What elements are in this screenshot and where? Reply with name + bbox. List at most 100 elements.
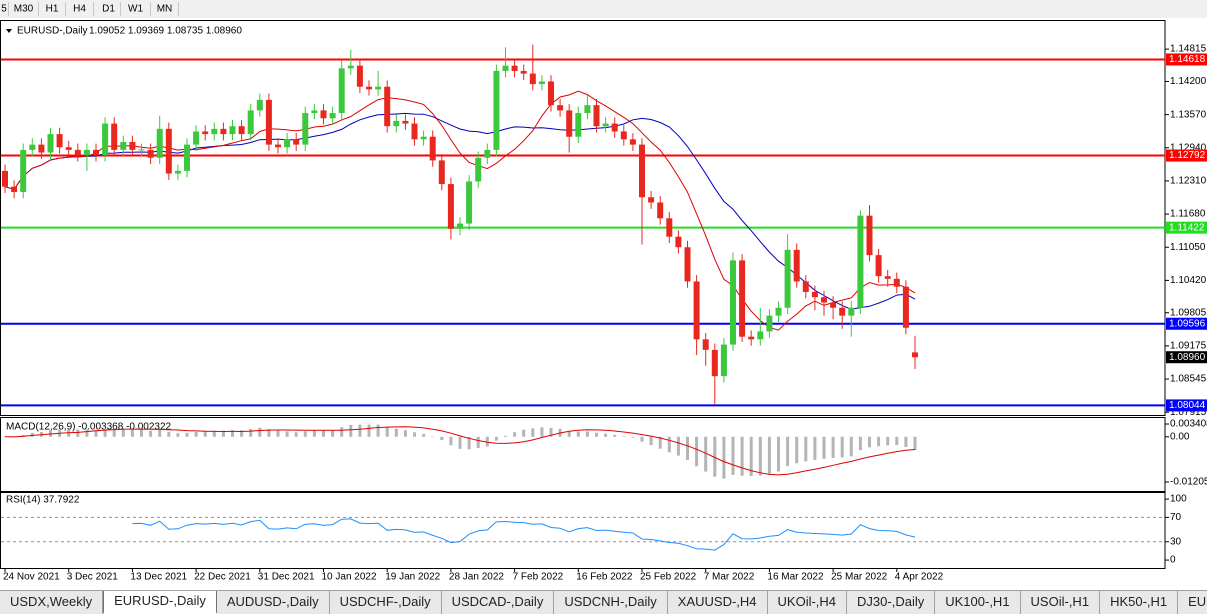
candle-body xyxy=(775,307,782,316)
candle-body xyxy=(111,123,118,150)
candle-body xyxy=(275,144,281,148)
y-tick-label: 1.13570 xyxy=(1170,109,1207,120)
macd-bar xyxy=(740,436,744,476)
macd-bar xyxy=(349,424,353,437)
y-tick-label: 1.10420 xyxy=(1170,275,1207,286)
macd-bar xyxy=(322,430,325,437)
timeframe-button[interactable]: H1 xyxy=(46,4,59,15)
candle-body xyxy=(429,136,436,161)
chart-tab[interactable]: AUDUSD-,Daily xyxy=(217,591,330,614)
chart-tab[interactable]: HK50-,H1 xyxy=(1100,591,1179,614)
date-label: 4 Apr 2022 xyxy=(895,572,944,583)
macd-bar xyxy=(513,432,517,437)
candle-body xyxy=(93,149,99,156)
chart-tab[interactable]: EU xyxy=(1178,591,1207,614)
chart-tab[interactable]: USDX,Weekly xyxy=(0,591,104,614)
level-label-bg xyxy=(1166,221,1207,234)
chart-tab[interactable]: DJ30-,Daily xyxy=(847,591,936,614)
macd-bar xyxy=(494,436,498,441)
macd-bar xyxy=(140,429,143,437)
timeframe-button[interactable]: MN xyxy=(157,4,173,15)
timeframe-button[interactable]: W1 xyxy=(128,4,143,15)
chart-tab[interactable]: USDCHF-,Daily xyxy=(330,591,442,614)
candle-body xyxy=(484,149,491,158)
date-label: 7 Mar 2022 xyxy=(704,572,755,583)
timeframe-button[interactable]: D1 xyxy=(102,4,115,15)
chart-tab[interactable]: USDCNH-,Daily xyxy=(554,591,668,614)
chart-tab[interactable]: UK100-,H1 xyxy=(935,591,1021,614)
candle-body xyxy=(220,128,227,135)
macd-bar xyxy=(112,428,116,437)
chart-tab[interactable]: USOil-,H1 xyxy=(1021,591,1101,614)
y-tick-label: 1.11050 xyxy=(1170,242,1206,253)
timeframe-button[interactable]: 5 xyxy=(1,4,7,15)
macd-bar xyxy=(540,427,544,437)
macd-bar xyxy=(385,426,389,437)
candle-body xyxy=(2,170,8,187)
macd-title: MACD(12,26,9) -0.003368 -0.002322 xyxy=(6,422,172,433)
y-tick-label: 1.09175 xyxy=(1170,341,1207,352)
candle-body xyxy=(411,123,418,140)
candle-body xyxy=(11,186,18,192)
candle-body xyxy=(420,136,427,140)
candle-body xyxy=(384,86,391,127)
candle-body xyxy=(893,278,900,287)
timeframe-button[interactable]: M30 xyxy=(14,4,34,15)
macd-bar xyxy=(676,436,680,456)
candle-body xyxy=(748,336,755,340)
level-label-bg xyxy=(1166,53,1207,66)
macd-bar xyxy=(849,436,853,457)
candle-body xyxy=(147,149,154,158)
candle-body xyxy=(293,139,300,145)
candle-body xyxy=(302,113,309,145)
date-label: 19 Jan 2022 xyxy=(385,572,440,583)
candle-body xyxy=(438,160,445,185)
candle-body xyxy=(793,249,800,282)
chart-tab[interactable]: UKOil-,H4 xyxy=(768,591,848,614)
candle-body xyxy=(366,86,372,90)
candle-body xyxy=(711,349,718,377)
level-label: 1.14618 xyxy=(1169,54,1206,65)
macd-bar xyxy=(531,428,535,437)
candle-body xyxy=(284,139,291,148)
candle-body xyxy=(739,260,746,337)
candle-body xyxy=(557,105,564,111)
y-tick-label: 30 xyxy=(1170,536,1182,547)
candle-body xyxy=(229,126,236,135)
macd-bar xyxy=(376,424,380,437)
macd-bar xyxy=(904,436,908,448)
candle-body xyxy=(83,149,90,156)
ohlc-text: 1.09052 1.09369 1.08735 1.08960 xyxy=(89,26,242,37)
candle-body xyxy=(338,68,345,114)
chart-tab[interactable]: EURUSD-,Daily xyxy=(103,591,217,614)
candle-body xyxy=(247,110,254,135)
timeframe-button[interactable]: H4 xyxy=(73,4,86,15)
panel-frame xyxy=(0,417,1166,492)
y-tick-label: 1.14200 xyxy=(1170,76,1207,87)
candle-body xyxy=(593,105,600,127)
candle-body xyxy=(402,120,409,124)
macd-bar xyxy=(722,436,726,479)
y-tick-label: 1.12940 xyxy=(1170,142,1207,153)
level-label: 1.11422 xyxy=(1169,222,1205,233)
candle-body xyxy=(548,81,554,106)
y-tick-label: 1.11680 xyxy=(1170,209,1206,220)
chart-tab[interactable]: USDCAD-,Daily xyxy=(442,591,555,614)
macd-bar xyxy=(613,434,617,437)
date-label: 13 Dec 2021 xyxy=(130,572,187,583)
macd-bar xyxy=(686,436,689,460)
candle-body xyxy=(802,281,809,292)
macd-bar xyxy=(868,436,871,448)
candle-body xyxy=(648,197,655,203)
chart-tab[interactable]: XAUUSD-,H4 xyxy=(668,591,768,614)
candle-body xyxy=(766,315,773,332)
y-tick-label: 1.14815 xyxy=(1170,44,1207,55)
candle-body xyxy=(329,113,336,119)
candle-body xyxy=(602,123,609,127)
candle-body xyxy=(165,128,172,174)
level-label: 1.09596 xyxy=(1169,318,1206,329)
macd-bar xyxy=(913,436,917,451)
candle-body xyxy=(156,128,163,158)
candle-body xyxy=(20,149,27,192)
